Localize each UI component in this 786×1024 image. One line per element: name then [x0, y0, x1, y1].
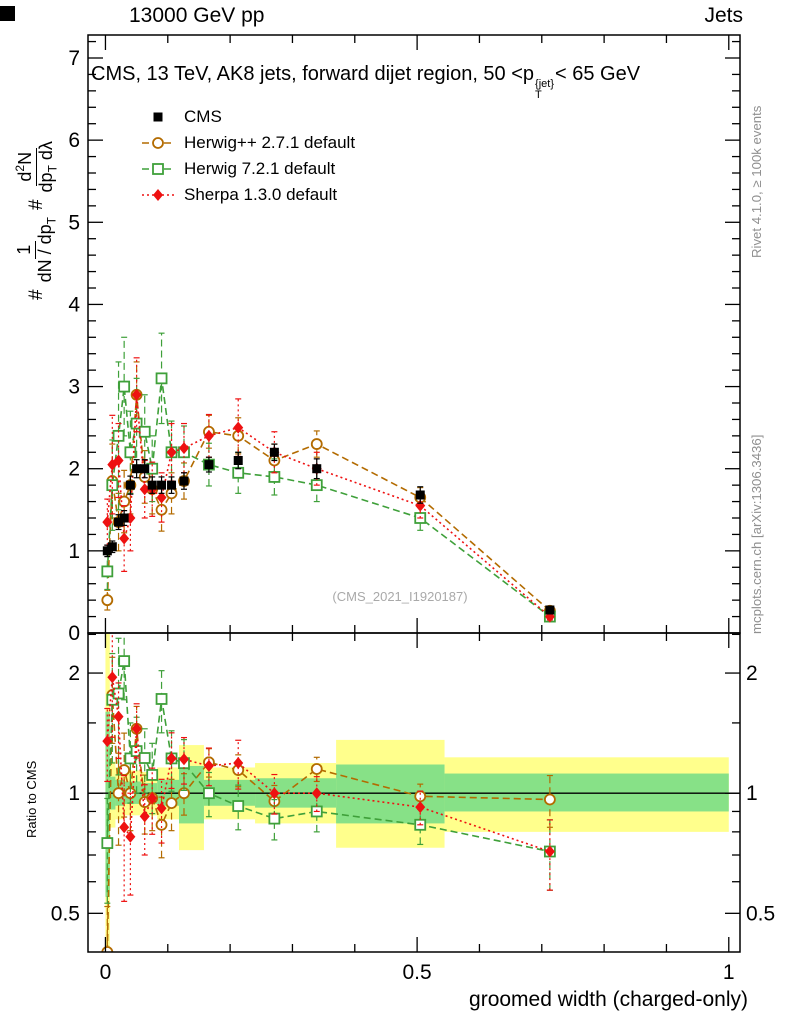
watermark: (CMS_2021_I1920187): [332, 589, 468, 604]
y-label-f2-num: d2N: [13, 147, 37, 186]
svg-text:0: 0: [100, 961, 112, 984]
y-label-f1-den: dN / dpT: [34, 217, 59, 283]
panel-title: CMS, 13 TeV, AK8 jets, forward dijet reg…: [91, 63, 640, 101]
legend-marker-cms: [153, 112, 163, 122]
svg-text:1: 1: [68, 782, 80, 805]
legend-label-sherpa: Sherpa 1.3.0 default: [184, 185, 338, 204]
y-label-f1-den-text: dN / dp: [34, 224, 55, 283]
legend-label-herwig7: Herwig 7.2.1 default: [184, 159, 336, 178]
ratio-axis-label: Ratio to CMS: [24, 760, 39, 839]
beam-energy-label: 13000 GeV pp: [129, 4, 265, 27]
mcplots-attribution-label: mcplots.cern.ch [arXiv:1306.3436]: [749, 434, 764, 634]
y-label-hash-1: #: [25, 289, 47, 300]
legend-label-cms: CMS: [184, 107, 222, 126]
y-label-f1-num: 1: [14, 240, 36, 259]
svg-text:0.5: 0.5: [403, 961, 432, 984]
svg-text:2: 2: [68, 458, 80, 481]
svg-text:0.5: 0.5: [746, 902, 775, 925]
legend-marker-herwig7: [142, 163, 174, 175]
svg-text:1: 1: [723, 961, 735, 984]
svg-text:6: 6: [68, 129, 80, 152]
y-label-f2-den-a: dp: [35, 172, 56, 193]
pt-subscript: T: [535, 89, 542, 101]
y-label-f2-num-a: d: [15, 171, 35, 182]
svg-text:5: 5: [68, 211, 80, 234]
svg-text:0: 0: [68, 622, 80, 645]
panel-title-prefix: CMS, 13 TeV, AK8 jets, forward dijet reg…: [91, 63, 535, 85]
y-label-f2-den-sub: T: [45, 165, 60, 173]
legend-item-herwig7: Herwig 7.2.1 default: [140, 156, 355, 182]
y-label-f2-den-b: dλ: [35, 141, 56, 166]
legend-label-herwigpp: Herwig++ 2.7.1 default: [184, 133, 356, 152]
svg-text:1: 1: [68, 540, 80, 563]
svg-text:4: 4: [68, 293, 80, 316]
corner-marker: [0, 6, 15, 21]
y-label-f2-den: dpT dλ: [35, 141, 60, 193]
pt-supsub-stack: {jet} T: [535, 79, 554, 101]
legend-item-sherpa: Sherpa 1.3.0 default: [140, 182, 355, 208]
panel-title-suffix: < 65 GeV: [555, 63, 641, 85]
svg-text:2: 2: [68, 662, 80, 685]
svg-text:7: 7: [68, 47, 80, 70]
rivet-version-label: Rivet 4.1.0, ≥ 100k events: [749, 105, 764, 258]
legend-item-cms: CMS: [140, 104, 355, 130]
x-axis-title: groomed width (charged-only): [469, 988, 748, 1011]
y-label-f2-num-b: N: [15, 151, 35, 165]
y-label-f2-num-sup: 2: [13, 164, 27, 172]
y-label-f1-den-sub: T: [44, 217, 59, 225]
legend-marker-herwigpp: [142, 137, 174, 149]
analysis-group-label: Jets: [704, 4, 743, 27]
legend-marker-sherpa: [142, 189, 174, 201]
y-label-hash-2: #: [25, 199, 47, 211]
svg-text:2: 2: [746, 662, 758, 685]
svg-text:3: 3: [68, 376, 80, 399]
y-label-fraction-2: d2N dpT dλ: [13, 141, 60, 193]
legend-item-herwigpp: Herwig++ 2.7.1 default: [140, 130, 355, 156]
svg-text:0.5: 0.5: [51, 902, 80, 925]
legend: CMS Herwig++ 2.7.1 default Herwig 7.2.1 …: [140, 104, 355, 208]
y-label-fraction-1: 1 dN / dpT: [14, 217, 59, 283]
pt-superscript: {jet}: [535, 78, 555, 90]
svg-text:1: 1: [746, 782, 758, 805]
y-axis-label: # 1 dN / dpT # d2N dpT dλ: [13, 18, 60, 300]
